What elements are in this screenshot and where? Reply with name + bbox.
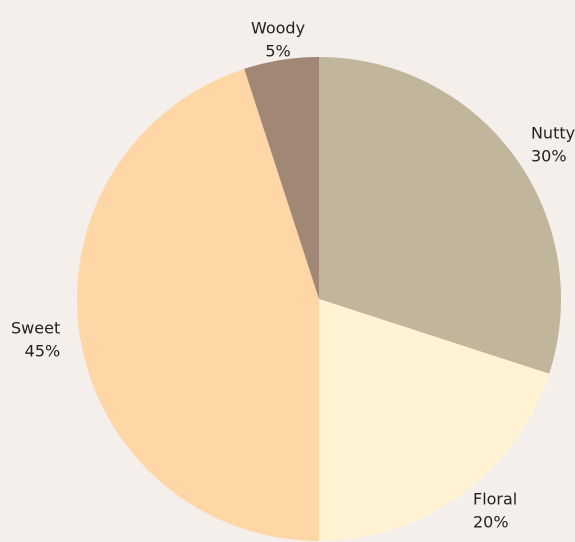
pie-percent-sweet: 45% [25,341,61,360]
pie-label-nutty: Nutty [531,124,575,143]
pie-label-floral: Floral [473,489,517,508]
pie-label-woody: Woody [251,19,305,38]
pie-labels: Nutty 30% Floral 20% Sweet 45% Woody 5% [11,19,575,532]
pie-slice-floral [319,299,550,541]
pie-percent-woody: 5% [265,42,290,61]
pie-percent-nutty: 30% [531,147,567,166]
pie-label-sweet: Sweet [11,318,60,337]
pie-slices [77,57,561,541]
pie-percent-floral: 20% [473,512,509,531]
pie-slice-woody [244,57,319,299]
pie-slice-nutty [319,57,561,374]
pie-slice-sweet [77,68,320,541]
